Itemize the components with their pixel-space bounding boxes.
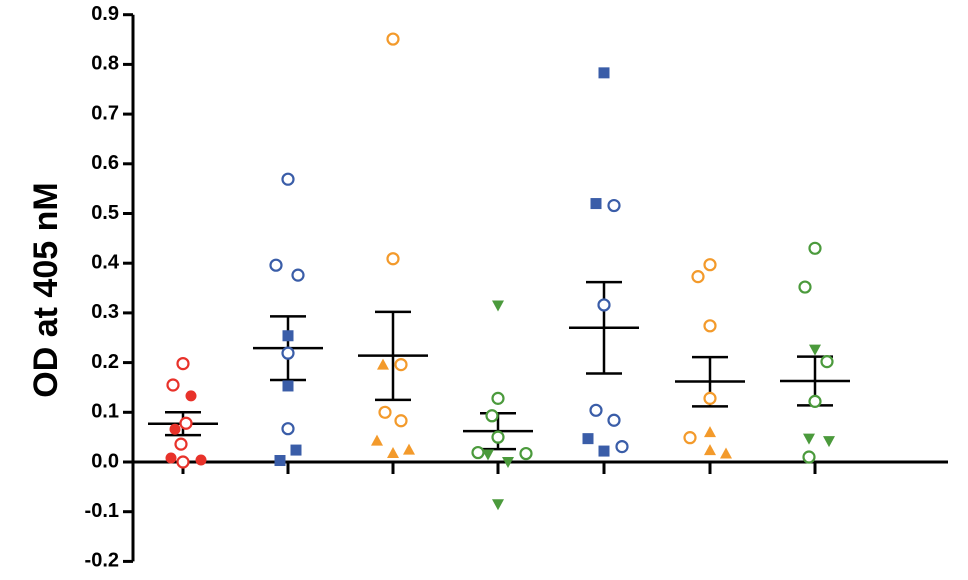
data-point-open-circle <box>820 355 834 369</box>
data-point-open-circle <box>691 270 705 284</box>
data-point-open-circle <box>607 198 621 213</box>
data-point-open-circle <box>291 268 305 282</box>
data-point-open-circle <box>703 391 717 405</box>
data-point-open-circle <box>589 403 603 417</box>
y-tick-label: 0.3 <box>91 301 119 323</box>
data-point-open-circle <box>802 450 816 464</box>
data-point-square <box>582 433 594 445</box>
data-point-triangle-up <box>377 358 389 370</box>
data-point-triangle-up <box>387 447 399 459</box>
data-points <box>165 32 835 511</box>
y-tick-label: -0.1 <box>85 500 119 522</box>
data-point-open-circle <box>394 414 408 428</box>
data-point-open-circle <box>683 431 697 445</box>
data-point-open-circle <box>176 356 190 371</box>
data-point-open-circle <box>281 172 295 186</box>
data-point-filled-circle <box>185 390 197 402</box>
data-point-triangle-down <box>823 436 835 448</box>
data-point-open-circle <box>491 430 505 444</box>
y-tick-label: 0.2 <box>91 351 119 373</box>
data-point-open-circle <box>166 378 180 392</box>
y-tick-label: 0.8 <box>91 53 119 75</box>
axes: 0.9 0.8 0.7 0.6 0.5 0.4 0.3 0.2 0.1 0.0 -0.1 -0.2 <box>85 3 948 572</box>
data-point-open-circle <box>519 446 533 461</box>
data-point-square <box>274 455 286 467</box>
data-point-square <box>598 67 610 79</box>
data-point-open-circle <box>703 319 717 333</box>
data-point-open-circle <box>808 394 822 408</box>
data-point-triangle-down <box>803 433 815 445</box>
data-point-open-circle <box>798 280 812 294</box>
data-point-triangle-up <box>403 443 415 455</box>
y-tick-label: 0.5 <box>91 202 119 224</box>
data-point-triangle-up <box>371 434 383 446</box>
data-point-triangle-up <box>704 444 716 456</box>
data-point-square <box>290 444 302 456</box>
data-point-triangle-down <box>502 457 514 468</box>
data-point-square <box>598 445 610 457</box>
data-point-open-circle <box>281 346 295 360</box>
data-point-open-circle <box>394 357 408 372</box>
y-tick-label: 0.9 <box>91 3 119 25</box>
data-point-open-circle <box>597 298 611 312</box>
data-point-open-circle <box>386 32 400 46</box>
y-axis-title-group: OD at 405 nM <box>27 182 65 397</box>
data-point-square <box>590 198 602 210</box>
data-point-open-circle <box>607 413 621 427</box>
data-point-open-circle <box>485 409 499 423</box>
data-point-open-circle <box>703 258 717 272</box>
data-point-square <box>282 380 294 392</box>
data-point-filled-circle <box>169 423 181 435</box>
data-point-triangle-down <box>482 449 494 461</box>
data-point-open-circle <box>615 439 629 454</box>
data-point-open-circle <box>269 258 283 272</box>
data-point-open-circle <box>378 405 392 419</box>
y-tick-label: -0.2 <box>85 550 119 572</box>
data-point-open-circle <box>491 391 505 405</box>
data-point-square <box>282 330 294 342</box>
data-point-open-circle <box>386 252 400 266</box>
data-point-triangle-up <box>704 426 716 438</box>
data-point-open-circle <box>808 241 822 255</box>
data-point-filled-circle <box>165 452 177 464</box>
y-tick-label: 0.6 <box>91 152 119 174</box>
data-point-filled-circle <box>195 454 207 466</box>
data-point-open-circle <box>471 445 485 460</box>
data-point-open-circle <box>179 416 193 430</box>
data-point-open-circle <box>281 422 295 436</box>
y-tick-label: 0.4 <box>91 251 120 273</box>
data-point-open-circle <box>174 437 188 451</box>
data-point-triangle-down <box>492 499 504 511</box>
y-axis-title: OD at 405 nM <box>27 182 65 397</box>
y-tick-label: 0.7 <box>91 102 119 124</box>
data-point-open-circle <box>176 455 190 469</box>
data-point-triangle-up <box>720 447 732 459</box>
data-point-triangle-down <box>809 344 821 356</box>
y-tick-label: 0.1 <box>91 401 119 423</box>
data-point-triangle-down <box>492 300 504 312</box>
y-tick-label: 0.0 <box>91 450 119 472</box>
